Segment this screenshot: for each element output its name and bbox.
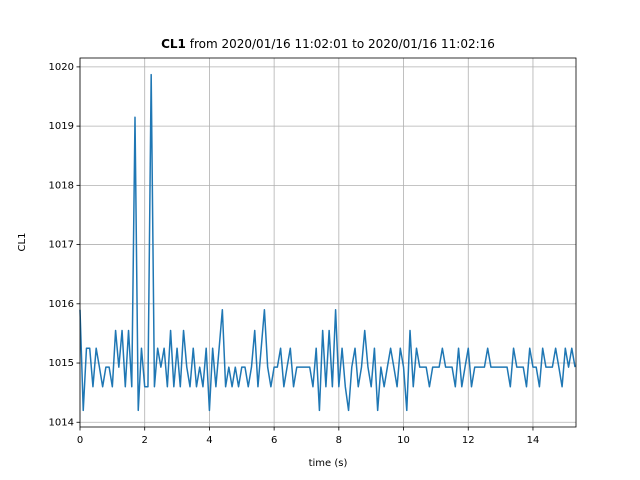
title-bold: CL1 <box>161 37 186 51</box>
x-tick-label: 0 <box>77 435 83 446</box>
y-tick-label: 1019 <box>49 121 74 132</box>
chart-title: CL1 from 2020/01/16 11:02:01 to 2020/01/… <box>161 37 495 51</box>
y-tick-label: 1020 <box>49 62 74 73</box>
x-tick-label: 14 <box>527 435 540 446</box>
x-tick-label: 10 <box>397 435 410 446</box>
y-axis-label: CL1 <box>17 233 28 252</box>
axes-frame <box>79 57 577 428</box>
plot <box>79 73 576 412</box>
y-tick-label: 1014 <box>49 417 74 428</box>
x-tick-label: 4 <box>206 435 212 446</box>
data-line <box>79 73 576 412</box>
title-text: from 2020/01/16 11:02:01 to 2020/01/16 1… <box>190 37 495 51</box>
y-tick-label: 1017 <box>49 240 74 251</box>
x-tick-label: 12 <box>462 435 475 446</box>
x-tick-label: 8 <box>336 435 342 446</box>
x-axis-label: time (s) <box>309 458 348 469</box>
x-tick-label: 6 <box>271 435 277 446</box>
x-tick-label: 2 <box>142 435 148 446</box>
y-tick-label: 1016 <box>49 299 74 310</box>
y-tick-label: 1015 <box>49 358 74 369</box>
y-tick-label: 1018 <box>49 180 74 191</box>
